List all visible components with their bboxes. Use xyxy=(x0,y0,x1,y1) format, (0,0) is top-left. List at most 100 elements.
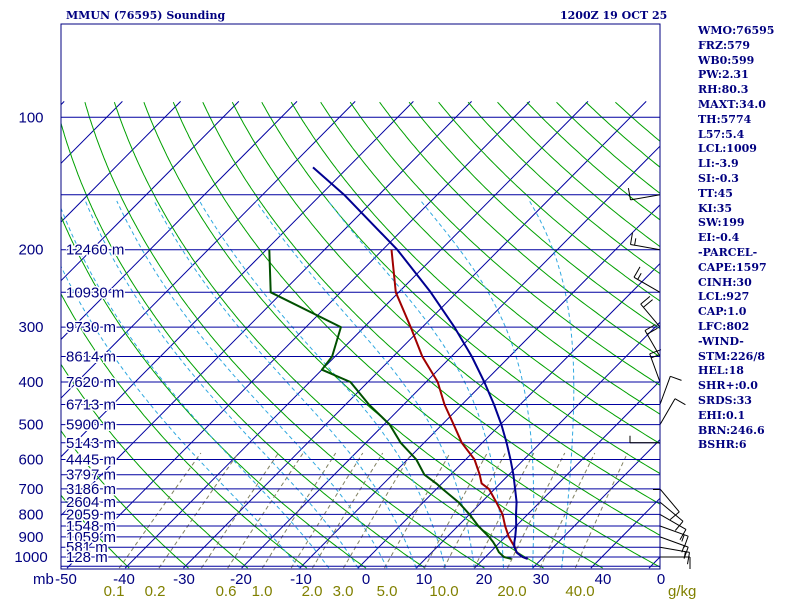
wind-barb-staff xyxy=(633,276,661,293)
mixing-ratio-line xyxy=(342,452,413,569)
pressure-tick-label: 700 xyxy=(18,481,43,498)
indices-panel: WMO:76595 FRZ:579 WB0:599 PW:2.31 RH:80.3 MAX… xyxy=(698,24,800,453)
moist-adiabat-line xyxy=(61,265,301,569)
index-value: TH:5774 xyxy=(698,112,752,126)
dry-adiabat-line xyxy=(84,102,485,569)
height-label: 3186 m xyxy=(66,481,116,498)
wind-barb-flag xyxy=(643,299,653,308)
wind-barb-flag xyxy=(640,296,651,305)
height-label: 2059 m xyxy=(66,506,116,523)
height-label: 7620 m xyxy=(66,374,116,391)
mixing-ratio-line xyxy=(200,452,279,569)
isotherm-line xyxy=(61,101,240,282)
height-label: 128 m xyxy=(66,549,108,566)
mixing-ratio-line xyxy=(311,452,384,569)
mixing-ratio-label: 0.6 xyxy=(216,583,237,600)
mixing-ratio-unit: g/kg xyxy=(668,583,696,600)
dry-adiabat-line xyxy=(320,101,660,415)
wind-barb-flag xyxy=(674,398,686,406)
wind-barb-flag xyxy=(644,324,656,331)
height-label: 6713 m xyxy=(66,397,116,414)
wind-barb xyxy=(627,188,661,201)
wind-barb-staff xyxy=(644,330,661,357)
temperature-tick-label: -50 xyxy=(55,571,77,588)
mixing-ratio-line xyxy=(507,452,566,569)
mixing-ratio-line xyxy=(473,452,535,569)
dry-adiabat-line xyxy=(438,101,660,302)
dry-adiabat-line xyxy=(497,101,660,248)
mixing-ratio-line xyxy=(261,452,337,569)
index-value: EI:-0.4 xyxy=(698,231,740,245)
temperature-tick-label: 40 xyxy=(595,571,612,588)
index-value: -PARCEL- xyxy=(698,245,758,259)
chart-title: MMUN (76595) Sounding xyxy=(66,9,226,22)
wind-barb-flag xyxy=(687,552,690,565)
pressure-tick-label: 500 xyxy=(18,417,43,434)
mixing-ratio-line xyxy=(158,452,239,569)
index-value: -WIND- xyxy=(698,334,744,348)
temperature-tick-label: -40 xyxy=(113,571,135,588)
dry-adiabat-line xyxy=(556,101,660,195)
wind-barb-halfflag xyxy=(634,238,637,246)
height-label: 5900 m xyxy=(66,417,116,434)
index-value: FRZ:579 xyxy=(698,38,751,52)
plot-frame xyxy=(60,23,661,570)
dry-adiabat-line xyxy=(349,101,660,386)
dry-adiabat-line xyxy=(290,101,660,445)
wind-barb-staff xyxy=(649,353,661,383)
isotherm-line xyxy=(61,101,472,517)
height-label: 3797 m xyxy=(66,467,116,484)
isotherm-line xyxy=(183,101,647,569)
wind-barb-staff xyxy=(659,536,689,548)
wind-barb-halfflag xyxy=(681,534,685,542)
temperature-tick-label: 10 xyxy=(416,571,433,588)
mixing-ratio-line xyxy=(443,452,506,569)
wind-barb-flag xyxy=(630,232,633,245)
mixing-ratio-label: 5.0 xyxy=(377,583,398,600)
index-value: BRN:246.6 xyxy=(698,423,765,437)
mixing-ratio-label: 1.0 xyxy=(252,583,273,600)
index-value: L57:5.4 xyxy=(698,127,745,141)
index-value: SRDS:33 xyxy=(698,393,752,407)
height-label: 5143 m xyxy=(66,435,116,452)
index-value: CAPE:1597 xyxy=(698,260,767,274)
wind-barbs xyxy=(627,188,691,569)
temperature-tick-label: -10 xyxy=(290,571,312,588)
height-label: 12460 m xyxy=(66,242,124,259)
moist-adiabat-line xyxy=(420,200,535,569)
height-label: 10930 m xyxy=(66,284,124,301)
index-value: RH:80.3 xyxy=(698,83,749,97)
height-label: 8614 m xyxy=(66,349,116,366)
pressure-tick-label: 400 xyxy=(18,374,43,391)
height-label: 1059 m xyxy=(66,529,116,546)
moist-adiabat-line xyxy=(199,200,446,569)
wind-barb-staff xyxy=(630,194,661,201)
wind-barb xyxy=(659,398,686,425)
index-value: WMO:76595 xyxy=(698,24,775,37)
wind-barb-flag xyxy=(674,520,684,531)
dry-adiabat-line xyxy=(261,101,660,475)
wind-barb xyxy=(633,266,661,293)
mixing-ratio-line xyxy=(539,452,596,569)
mixing-ratio-label: 10.0 xyxy=(429,583,458,600)
mixing-ratio-line xyxy=(384,452,451,569)
isotherm-line xyxy=(124,101,589,569)
pressure-tick-label: 100 xyxy=(18,109,43,126)
dry-adiabat-line xyxy=(467,101,660,275)
isotherm-line xyxy=(61,101,414,458)
isotherm-line xyxy=(241,145,660,569)
wind-barb-flag xyxy=(627,188,631,200)
index-value: LCL:1009 xyxy=(698,142,757,156)
pressure-tick-label: 600 xyxy=(18,452,43,469)
index-value: MAXT:34.0 xyxy=(698,97,766,111)
height-label: 9730 m xyxy=(66,319,116,336)
index-value: TT:45 xyxy=(698,186,733,200)
dry-adiabat-line xyxy=(379,101,660,358)
wind-barb xyxy=(659,536,689,559)
temperature-tick-label: -20 xyxy=(230,571,252,588)
mixing-ratio-label: 3.0 xyxy=(333,583,354,600)
wind-barb-flag xyxy=(679,529,687,541)
wind-barb xyxy=(659,513,687,541)
isotherm-line xyxy=(61,101,298,341)
temperature-tick-label: 0 xyxy=(362,571,370,588)
